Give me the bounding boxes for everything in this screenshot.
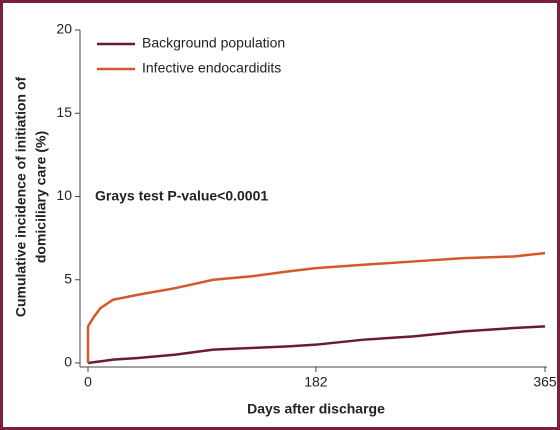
legend-label: Background population [142,35,285,51]
y-axis-label: Cumulative incidence of initiation of [13,76,29,317]
y-tick-label: 20 [56,21,72,37]
x-tick-label: 0 [84,374,92,390]
y-axis-label: domiciliary care (%) [33,131,49,263]
y-tick-label: 0 [64,354,72,370]
line-series [86,251,546,363]
x-tick-label: 182 [304,374,328,390]
annotation: Grays test P-value<0.0001 [95,188,268,204]
y-tick-label: 15 [56,104,72,120]
legend-label: Infective endocardidits [142,60,281,76]
y-tick-label: 5 [64,270,72,286]
y-tick-label: 10 [56,187,72,203]
line-series [87,325,546,365]
x-tick-label: 365 [533,374,557,390]
x-axis-label: Days after discharge [247,401,385,417]
